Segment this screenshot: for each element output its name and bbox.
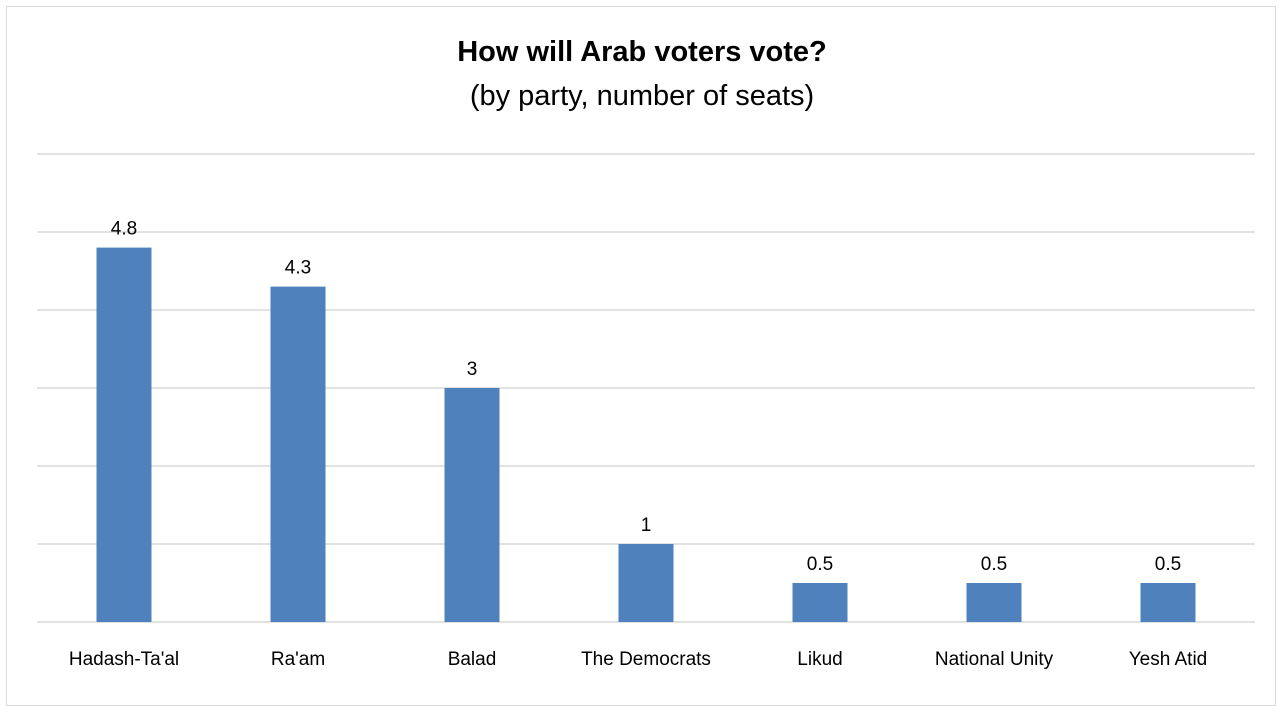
x-tick-label: Yesh Atid [1129,649,1208,670]
x-tick-label: Likud [797,649,842,670]
data-label: 1 [641,515,652,536]
data-label: 3 [467,359,478,380]
gridlines [37,153,1255,623]
data-labels: 4.8 4.3 3 1 0.5 0.5 0.5 [111,219,1181,575]
bar-chart: 4.8 4.3 3 1 0.5 0.5 0.5 Hadash-Ta'al Ra'am Balad… [37,153,1255,670]
bar [444,388,500,622]
chart-subtitle: (by party, number of seats) [469,80,815,112]
bars [96,247,1196,622]
data-label: 4.8 [111,219,137,240]
x-tick-label: The Democrats [581,649,711,670]
data-label: 0.5 [1155,554,1181,575]
chart-title: How will Arab voters vote? [457,36,827,68]
x-axis-tick-labels: Hadash-Ta'al Ra'am Balad The Democrats Likud… [69,649,1207,670]
bar [966,583,1022,622]
x-tick-label: Hadash-Ta'al [69,649,179,670]
x-tick-label: Ra'am [271,649,325,670]
bar [618,544,674,622]
data-label: 0.5 [807,554,833,575]
bar [96,247,152,622]
data-label: 0.5 [981,554,1007,575]
data-label: 4.3 [285,258,311,279]
bar [1140,583,1196,622]
bar [270,286,326,622]
bar [792,583,848,622]
x-tick-label: Balad [448,649,497,670]
x-tick-label: National Unity [935,649,1054,670]
